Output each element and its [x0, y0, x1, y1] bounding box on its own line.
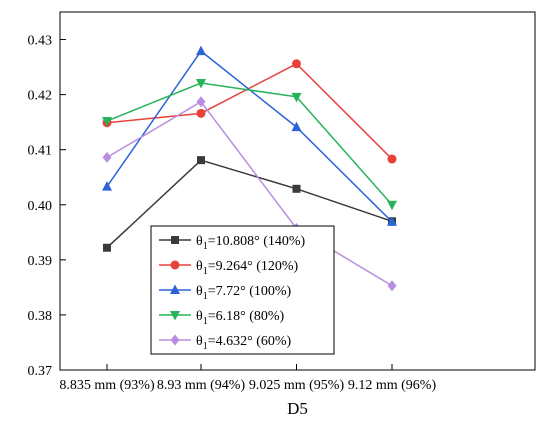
legend-label: θ1=4.632° (60%) — [196, 334, 292, 352]
series-line — [106, 100, 393, 287]
data-point — [102, 117, 112, 127]
y-tick-label: 0.40 — [28, 199, 53, 214]
legend-item: θ1=6.18° (80%) — [159, 309, 285, 327]
legend-label: θ1=7.72° (100%) — [196, 284, 292, 302]
y-tick-label: 0.37 — [28, 364, 53, 379]
legend-item: θ1=9.264° (120%) — [159, 259, 299, 277]
legend-label: θ1=9.264° (120%) — [196, 259, 299, 277]
legend-marker — [170, 260, 180, 270]
data-point — [387, 200, 397, 211]
data-point — [103, 243, 111, 252]
data-point — [292, 59, 301, 69]
legend-label: θ1=6.18° (80%) — [196, 309, 285, 327]
series-4 — [102, 79, 397, 211]
legend-marker — [171, 236, 179, 244]
series-line — [106, 82, 393, 206]
y-tick-label: 0.38 — [28, 309, 53, 324]
data-point — [291, 121, 302, 132]
y-tick-label: 0.39 — [28, 254, 53, 269]
legend-item: θ1=7.72° (100%) — [159, 284, 292, 302]
y-axis: 0.37 0.38 0.39 0.40 0.41 0.42 0.43 — [28, 34, 66, 379]
x-axis: 8.835 mm (93%) 8.93 mm (94%) 9.025 mm (95%… — [59, 364, 436, 393]
legend-label: θ1=10.808° (140%) — [196, 234, 306, 252]
series-line — [106, 50, 393, 223]
data-point — [387, 154, 397, 164]
x-tick-label: 9.025 mm (95%) — [249, 378, 345, 393]
series-3 — [102, 45, 397, 226]
legend-marker — [170, 311, 180, 321]
series-line — [106, 62, 393, 160]
legend: θ1=10.808° (140%) θ1=9.264° (120%) θ1=7.72… — [150, 225, 335, 355]
series-2 — [102, 59, 397, 164]
data-point — [102, 181, 112, 191]
data-point — [196, 79, 206, 89]
plot-frame — [59, 11, 536, 371]
data-point — [196, 96, 206, 108]
data-point — [102, 151, 112, 163]
data-point — [291, 92, 302, 103]
x-tick-label: 8.835 mm (93%) — [59, 378, 155, 393]
legend-item: θ1=4.632° (60%) — [159, 334, 292, 352]
x-axis-title: D5 — [287, 399, 308, 418]
data-point — [387, 280, 397, 292]
data-point — [197, 156, 205, 165]
y-tick-label: 0.41 — [28, 144, 53, 159]
legend-item: θ1=10.808° (140%) — [159, 234, 306, 252]
data-point — [196, 45, 206, 56]
data-point — [387, 216, 397, 226]
x-tick-label: 9.12 mm (96%) — [348, 378, 437, 393]
legend-marker — [170, 334, 180, 346]
x-tick-label: 8.93 mm (94%) — [157, 378, 246, 393]
y-tick-label: 0.42 — [28, 89, 53, 104]
series-line — [106, 159, 393, 249]
data-point — [292, 184, 301, 193]
data-point — [196, 108, 206, 118]
legend-marker — [170, 284, 180, 294]
series-group — [102, 45, 397, 292]
y-tick-label: 0.43 — [28, 34, 53, 49]
